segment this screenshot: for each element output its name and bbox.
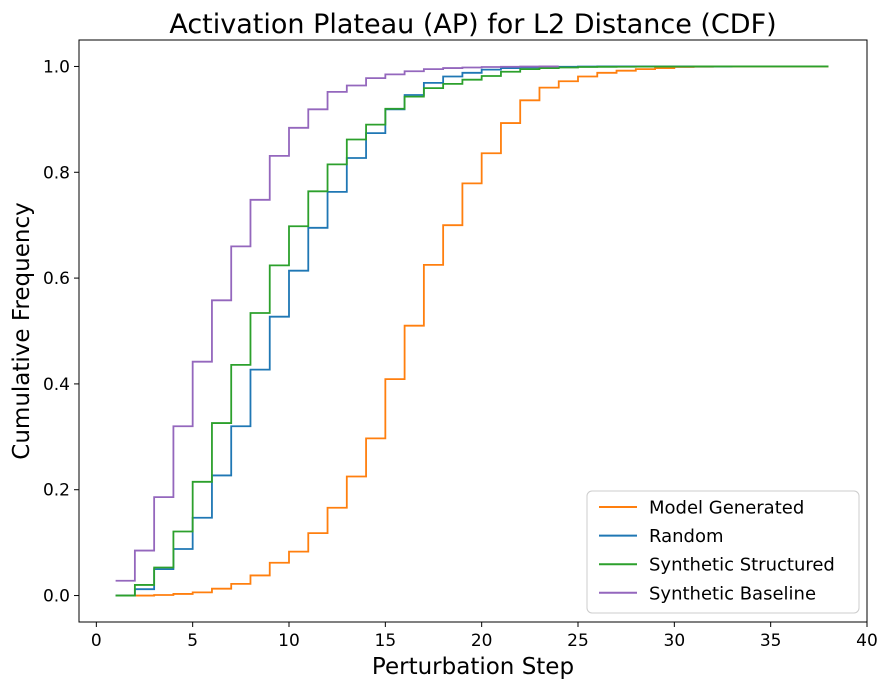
series-layer: [115, 65, 829, 597]
series-line-synthetic-structured: [115, 65, 829, 597]
y-tick-label: 0.2: [43, 481, 70, 501]
x-tick-label: 30: [664, 631, 686, 651]
y-tick-label: 0.8: [43, 163, 70, 183]
x-tick-label: 40: [856, 631, 878, 651]
plot-frame: [78, 39, 868, 623]
y-tick-label: 0.0: [43, 587, 70, 607]
legend-label-synthetic-structured: Synthetic Structured: [649, 555, 835, 576]
series-line-synthetic-baseline: [115, 65, 559, 582]
y-axis-label: Cumulative Frequency: [9, 202, 35, 459]
y-tick-label: 0.4: [43, 375, 70, 395]
legend: Model Generated Random Synthetic Structure…: [586, 490, 860, 614]
chart-title: Activation Plateau (AP) for L2 Distance …: [169, 9, 776, 40]
legend-label-random: Random: [649, 526, 724, 547]
legend-label-model-generated: Model Generated: [649, 498, 804, 519]
y-tick-label: 0.6: [43, 269, 70, 289]
x-axis-label: Perturbation Step: [372, 654, 574, 680]
legend-box: [586, 490, 860, 614]
x-tick-label: 35: [760, 631, 782, 651]
x-tick-label: 25: [567, 631, 589, 651]
x-tick-label: 0: [91, 631, 102, 651]
ticks-layer: 0 5 10 15 20 25 30 35 40 0.0 0.2 0.4 0.6 0.8 1.0: [43, 57, 878, 651]
x-tick-label: 10: [278, 631, 300, 651]
legend-label-synthetic-baseline: Synthetic Baseline: [649, 583, 816, 604]
x-tick-label: 15: [375, 631, 397, 651]
y-tick-label: 1.0: [43, 57, 70, 77]
x-tick-label: 20: [471, 631, 493, 651]
x-tick-label: 5: [187, 631, 198, 651]
